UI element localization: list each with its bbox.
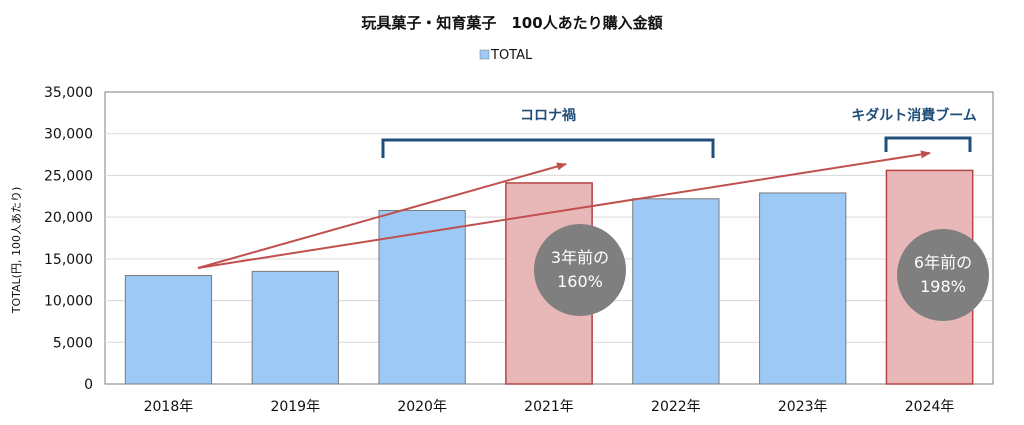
- chart-title: 玩具菓子・知育菓子 100人あたり購入金額: [361, 14, 662, 32]
- bubble-2021: 3年前の 160%: [534, 224, 626, 316]
- y-tick-label: 20,000: [44, 210, 93, 226]
- y-tick-label: 25,000: [44, 168, 93, 184]
- bubble-2024-circle: [897, 229, 989, 321]
- legend-swatch: [479, 49, 490, 60]
- x-tick-label: 2020年: [397, 399, 447, 415]
- bar-2022: [632, 198, 720, 385]
- bar-2018: [124, 275, 213, 385]
- boom-label: キダルト消費ブーム: [851, 107, 977, 124]
- y-tick-label: 35,000: [44, 85, 93, 101]
- y-tick-label: 0: [84, 377, 93, 393]
- x-tick-label: 2019年: [270, 399, 320, 415]
- x-tick-label: 2024年: [905, 399, 955, 415]
- bubble-2024-line2: 198%: [920, 277, 966, 296]
- covid-label: コロナ禍: [520, 107, 576, 124]
- bar-2023: [759, 192, 847, 385]
- y-tick-label: 10,000: [44, 294, 93, 310]
- x-tick-label: 2022年: [651, 399, 701, 415]
- bubble-2024: 6年前の 198%: [897, 229, 989, 321]
- boom-bracket: キダルト消費ブーム: [851, 107, 977, 152]
- bubble-2021-line2: 160%: [557, 272, 603, 291]
- legend-label: TOTAL: [490, 48, 533, 63]
- covid-bracket: コロナ禍: [381, 107, 715, 158]
- y-tick-label: 15,000: [44, 252, 93, 268]
- x-tick-label: 2023年: [778, 399, 828, 415]
- y-axis-ticks: 0 5,000 10,000 15,000 20,000 25,000 30,000 35,0…: [44, 85, 93, 393]
- trend-arrow-2021: [197, 162, 567, 269]
- x-tick-label: 2021年: [524, 399, 574, 415]
- bar-2019: [251, 270, 339, 385]
- x-tick-label: 2018年: [144, 399, 194, 415]
- bubble-2024-line1: 6年前の: [914, 253, 972, 272]
- y-axis-label: TOTAL(円, 100人あたり): [10, 187, 23, 314]
- bubble-2021-line1: 3年前の: [551, 248, 609, 267]
- y-tick-label: 5,000: [53, 335, 93, 351]
- trend-arrow-2024: [197, 150, 931, 269]
- covid-bracket-line: [381, 138, 715, 158]
- x-axis-ticks: 2018年 2019年 2020年 2021年 2022年 2023年 2024年: [144, 399, 955, 415]
- legend: TOTAL: [479, 48, 533, 63]
- bar-2020: [378, 209, 466, 385]
- boom-bracket-line: [884, 136, 972, 152]
- y-tick-label: 30,000: [44, 127, 93, 143]
- bubble-2021-circle: [534, 224, 626, 316]
